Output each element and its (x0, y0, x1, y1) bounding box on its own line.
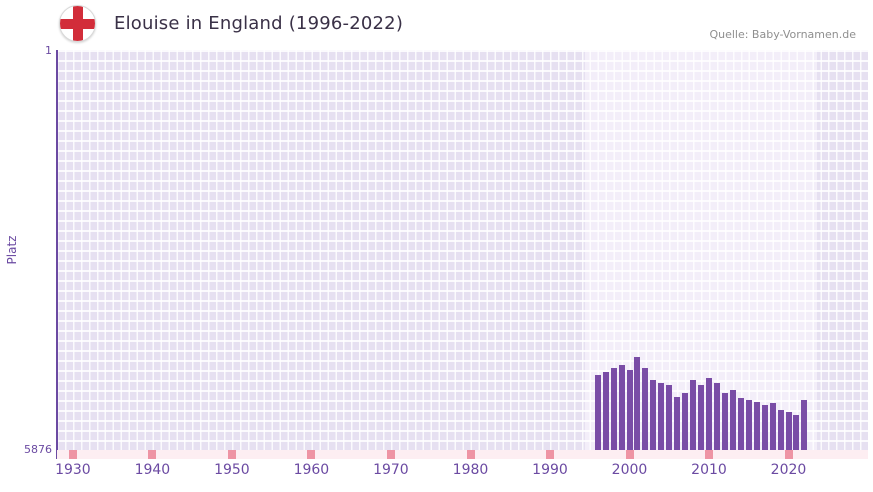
bar-2007 (682, 393, 689, 450)
x-axis-tick-mark (625, 450, 634, 459)
source-label: Quelle: Baby-Vornamen.de (709, 28, 856, 41)
plot-area (57, 50, 868, 450)
bar-2000 (626, 370, 633, 450)
bar-1999 (618, 365, 625, 450)
x-tick-label: 2020 (770, 462, 807, 478)
x-axis-tick-mark (386, 450, 395, 459)
x-tick-label: 2000 (611, 462, 648, 478)
x-axis-tick-mark (148, 450, 157, 459)
bar-2017 (761, 405, 768, 450)
x-axis-tick-mark (227, 450, 236, 459)
x-tick-label: 1980 (452, 462, 489, 478)
x-tick-label: 1940 (134, 462, 171, 478)
bar-2016 (753, 402, 760, 450)
bar-2006 (674, 397, 681, 450)
bar-2022 (801, 400, 808, 450)
bar-2021 (793, 415, 800, 450)
chart-title: Elouise in England (1996-2022) (114, 13, 404, 34)
x-tick-label: 1970 (373, 462, 409, 478)
y-axis-spine (56, 50, 58, 459)
bar-2012 (721, 393, 728, 450)
x-axis-tick-mark (784, 450, 793, 459)
bar-2009 (698, 385, 704, 450)
england-flag-icon (59, 5, 96, 42)
x-axis-tick-mark (466, 450, 475, 459)
x-tick-label: 1990 (532, 462, 568, 478)
bar-2014 (737, 398, 744, 450)
x-axis-tick-mark (705, 450, 713, 459)
x-tick-label: 1930 (55, 462, 91, 478)
bar-2010 (706, 378, 712, 450)
bar-2008 (690, 380, 697, 450)
bar-2001 (634, 357, 641, 450)
grid-lines (57, 50, 868, 450)
x-axis-tick-mark (307, 450, 316, 459)
bar-2005 (666, 385, 673, 450)
bar-2013 (729, 390, 736, 450)
bar-2011 (713, 383, 720, 450)
x-axis-tick-mark (546, 450, 554, 459)
bar-1996 (594, 375, 601, 450)
bar-1997 (602, 372, 609, 450)
flag-cross-horizontal (60, 18, 95, 29)
x-tick-label: 1950 (214, 462, 250, 478)
bars-container (57, 50, 868, 450)
x-axis-strip (57, 450, 868, 459)
x-tick-label: 1960 (293, 462, 330, 478)
x-axis-labels: 1930 1940 1950 1960 1970 1980 1990 2000 2010 2020 (55, 462, 868, 484)
bar-2015 (745, 400, 752, 450)
bar-2002 (642, 368, 649, 450)
bar-1998 (610, 368, 617, 450)
bar-2020 (785, 412, 792, 450)
bar-2018 (769, 403, 776, 450)
bar-2019 (777, 410, 784, 450)
bar-2003 (650, 380, 657, 450)
y-axis-max-label: 1 (45, 44, 52, 57)
x-tick-label: 2010 (691, 462, 727, 478)
x-axis-tick-mark (68, 450, 77, 459)
bar-2004 (658, 383, 665, 450)
y-axis-min-label: 5876 (24, 443, 52, 456)
y-axis-title: Platz (5, 235, 19, 265)
